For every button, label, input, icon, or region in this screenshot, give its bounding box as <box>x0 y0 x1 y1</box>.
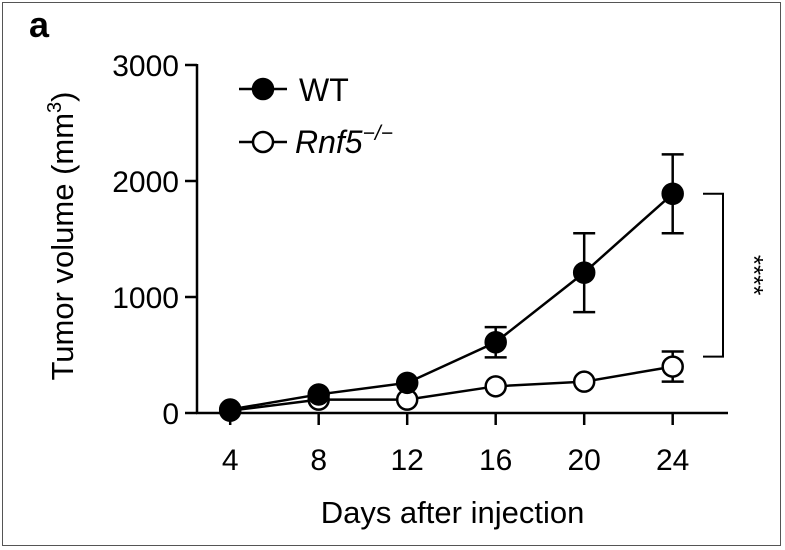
x-tick-label: 16 <box>479 444 512 477</box>
y-axis-title: Tumor volume (mm3) <box>44 92 80 381</box>
y-axis-title-suffix: ) <box>45 92 80 102</box>
y-tick-label: 0 <box>162 398 179 431</box>
x-tick-label: 4 <box>222 444 239 477</box>
legend-label-rnf5-name: Rnf5 <box>295 124 363 160</box>
significance-bracket-line <box>703 192 724 358</box>
y-tick-label: 2000 <box>112 166 179 199</box>
y-tick-label: 3000 <box>112 50 179 83</box>
x-tick-label: 12 <box>391 444 424 477</box>
legend-marker-rnf5 <box>251 130 275 154</box>
y-ticks: 0 1000 2000 3000 <box>112 50 197 431</box>
legend-marker-wt <box>251 77 275 101</box>
data-point-rnf5 <box>661 355 684 378</box>
data-point-wt <box>661 182 684 206</box>
panel-label: a <box>29 4 50 45</box>
significance-label: **** <box>739 255 769 295</box>
legend-item-wt: WT <box>239 72 349 108</box>
legend: WT Rnf5−/− <box>239 72 393 160</box>
legend-label-rnf5-superscript: −/− <box>363 122 393 145</box>
series-line-wt <box>229 192 674 411</box>
series-wt <box>218 153 684 421</box>
x-ticks: 4 8 12 16 20 24 <box>222 413 689 477</box>
series-line-rnf5 <box>230 365 673 412</box>
legend-item-rnf5: Rnf5−/− <box>239 122 393 160</box>
data-point-rnf5 <box>484 375 507 398</box>
x-axis-title: Days after injection <box>321 495 585 530</box>
x-tick-label: 24 <box>656 444 689 477</box>
y-tick-label: 1000 <box>112 282 179 315</box>
x-tick-label: 20 <box>568 444 601 477</box>
data-point-wt <box>395 371 419 395</box>
data-point-rnf5 <box>572 370 596 393</box>
axes <box>195 64 728 415</box>
series-layer <box>218 153 684 422</box>
x-tick-label: 8 <box>310 444 327 477</box>
legend-label-rnf5: Rnf5−/− <box>295 122 393 160</box>
y-axis-title-main: Tumor volume (mm <box>45 113 80 381</box>
y-axis-title-superscript: 3 <box>44 102 66 113</box>
data-point-wt <box>572 261 596 284</box>
legend-label-wt: WT <box>299 72 349 108</box>
tumor-volume-chart: a 0 1000 2000 3000 4 8 12 16 20 24 Days after in… <box>29 4 769 530</box>
data-point-wt <box>484 330 507 354</box>
data-point-wt <box>307 383 330 406</box>
significance-bracket: **** <box>703 192 769 358</box>
data-point-wt <box>218 398 242 421</box>
